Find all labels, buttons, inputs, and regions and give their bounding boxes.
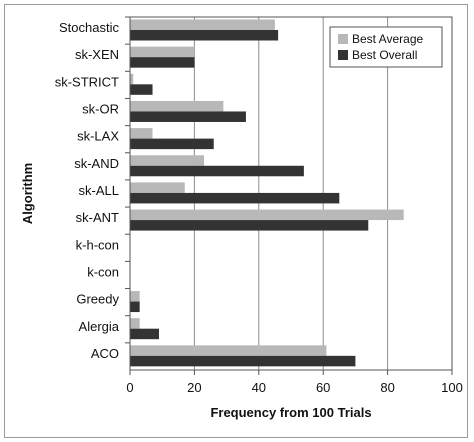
bar-sk-strict-best-average <box>130 73 134 85</box>
bar-aco-best-overall <box>130 355 356 367</box>
x-tick-label: 20 <box>187 380 201 395</box>
category-label: sk-XEN <box>75 47 119 62</box>
category-label: sk-LAX <box>77 129 119 144</box>
bar-alergia-best-average <box>130 318 140 329</box>
bar-sk-strict-best-overall <box>130 84 153 95</box>
x-tick-labels: 0 20 40 60 80 100 <box>126 370 463 395</box>
bar-aco-best-average <box>130 345 327 356</box>
bar-sk-lax-best-average <box>130 128 153 139</box>
legend-box <box>329 26 443 68</box>
category-label: sk-STRICT <box>55 74 119 89</box>
category-label: sk-ANT <box>76 210 119 225</box>
bar-sk-ant-best-overall <box>130 220 369 231</box>
bar-sk-all-best-overall <box>130 192 340 204</box>
category-labels: Stochastic sk-XEN sk-STRICT sk-OR sk-LAX sk-A… <box>55 16 130 361</box>
x-tick-label: 80 <box>380 380 394 395</box>
category-label: k-h-con <box>76 237 119 252</box>
bar-alergia-best-overall <box>130 328 159 340</box>
category-label: Greedy <box>76 292 119 307</box>
bar-stochastic-best-average <box>130 19 275 30</box>
category-label: Alergia <box>79 319 120 334</box>
bar-sk-all-best-average <box>130 182 185 193</box>
bar-sk-and-best-average <box>130 155 205 166</box>
bar-sk-or-best-average <box>130 100 224 112</box>
legend-label-best-overall: Best Overall <box>352 48 417 62</box>
x-tick-label: 100 <box>441 380 463 395</box>
legend-swatch-best-overall <box>338 50 348 60</box>
bar-sk-lax-best-overall <box>130 138 214 150</box>
category-label: Stochastic <box>59 20 119 35</box>
bar-sk-and-best-overall <box>130 165 304 177</box>
bar-stochastic-best-overall <box>130 30 279 41</box>
legend-label-best-average: Best Average <box>352 32 423 46</box>
x-tick-label: 0 <box>126 380 133 395</box>
category-label: k-con <box>87 264 119 279</box>
category-label: sk-OR <box>82 102 119 117</box>
legend-swatch-best-average <box>338 34 348 44</box>
category-label: sk-ALL <box>79 183 119 198</box>
x-tick-label: 60 <box>316 380 330 395</box>
bars <box>130 19 404 367</box>
bar-sk-ant-best-average <box>130 209 404 221</box>
bar-sk-or-best-overall <box>130 111 246 122</box>
x-tick-label: 40 <box>252 380 266 395</box>
y-axis-title: Algorithm <box>20 163 35 224</box>
plot-area-border <box>129 16 453 371</box>
bar-sk-xen-best-average <box>130 46 195 58</box>
bar-sk-xen-best-overall <box>130 57 195 68</box>
category-label: sk-AND <box>74 156 119 171</box>
x-axis-title: Frequency from 100 Trials <box>210 405 371 420</box>
legend: Best Average Best Overall <box>329 26 443 68</box>
bar-greedy-best-overall <box>130 301 140 313</box>
category-label: ACO <box>91 346 119 361</box>
bar-greedy-best-average <box>130 291 140 302</box>
